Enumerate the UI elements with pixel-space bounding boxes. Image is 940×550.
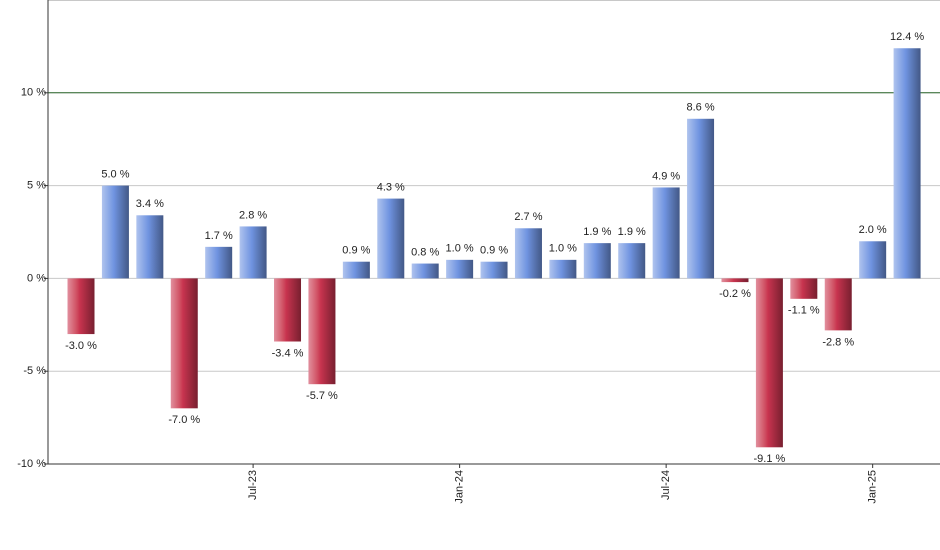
value-label: 8.6 %: [686, 102, 714, 114]
value-label: 2.8 %: [239, 209, 267, 221]
bar: [205, 246, 233, 279]
bar: [101, 185, 129, 279]
bar: [480, 261, 508, 279]
bar: [136, 215, 164, 279]
bar: [549, 259, 577, 279]
bar: [342, 261, 370, 279]
value-label: -5.7 %: [306, 390, 338, 402]
bar: [239, 226, 267, 279]
bar: [411, 263, 439, 279]
value-label: 0.9 %: [342, 245, 370, 257]
x-tick-label: Jul-24: [660, 470, 672, 500]
value-label: 4.3 %: [377, 181, 405, 193]
value-label: -7.0 %: [168, 414, 200, 426]
y-tick-label: 5 %: [27, 180, 46, 192]
value-label: -0.2 %: [719, 288, 751, 300]
bar: [721, 278, 749, 283]
y-tick-label: 0 %: [27, 272, 46, 284]
bar: [67, 278, 95, 335]
value-label: 1.0 %: [446, 243, 474, 255]
x-tick-label: Jan-25: [867, 470, 879, 504]
value-label: 0.8 %: [411, 246, 439, 258]
value-label: -3.4 %: [272, 347, 304, 359]
bar: [170, 278, 198, 409]
y-tick-label: 10 %: [21, 87, 46, 99]
x-tick-label: Jul-23: [247, 470, 259, 500]
value-label: 1.9 %: [583, 226, 611, 238]
value-label: 12.4 %: [890, 31, 924, 43]
value-label: 1.9 %: [618, 226, 646, 238]
bar: [687, 118, 715, 279]
value-label: 4.9 %: [652, 170, 680, 182]
y-tick-label: -10 %: [17, 458, 46, 470]
value-label: 0.9 %: [480, 245, 508, 257]
bar: [859, 241, 887, 279]
bar: [652, 187, 680, 279]
value-label: -9.1 %: [754, 453, 786, 465]
bar: [790, 278, 818, 299]
value-label: 1.7 %: [205, 230, 233, 242]
value-label: -2.8 %: [822, 336, 854, 348]
bar: [514, 228, 542, 279]
bar: [583, 243, 611, 279]
value-label: 5.0 %: [101, 169, 129, 181]
value-label: -1.1 %: [788, 305, 820, 317]
y-tick-label: -5 %: [23, 365, 46, 377]
x-tick-label: Jan-24: [454, 470, 466, 504]
value-label: -3.0 %: [65, 340, 97, 352]
bar: [377, 198, 405, 279]
value-label: 2.7 %: [514, 211, 542, 223]
bar: [893, 48, 921, 279]
bar: [755, 278, 783, 448]
bar: [824, 278, 852, 331]
bar: [446, 259, 474, 279]
bar: [308, 278, 336, 385]
value-label: 3.4 %: [136, 198, 164, 210]
bar: [274, 278, 302, 342]
bar: [618, 243, 646, 279]
value-label: 2.0 %: [859, 224, 887, 236]
value-label: 1.0 %: [549, 243, 577, 255]
